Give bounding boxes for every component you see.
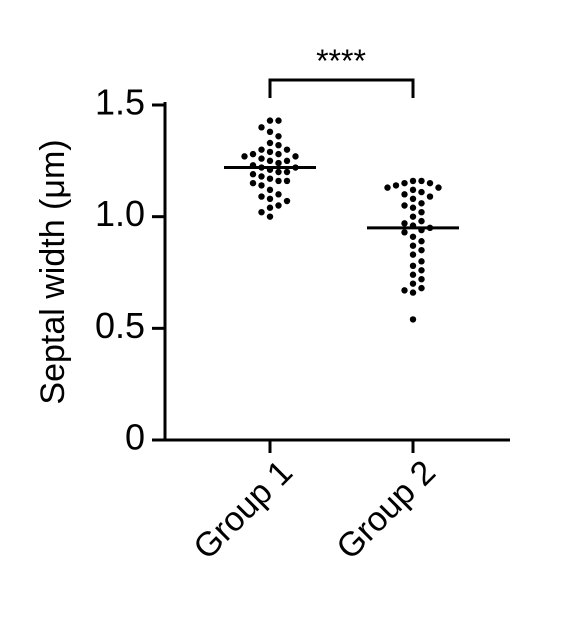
data-point [258,146,265,153]
data-point [275,159,282,167]
data-point [266,175,274,182]
data-point [258,182,265,189]
data-point [266,117,274,124]
data-point [409,195,417,202]
data-point [275,117,282,124]
data-point [258,173,265,180]
data-point [392,182,400,189]
data-point [401,202,408,209]
data-point [418,258,425,265]
data-point [283,197,291,205]
data-point [266,213,274,220]
data-point [409,280,417,287]
data-point [435,184,442,191]
data-point [266,157,274,165]
data-point [401,229,408,236]
data-point [275,191,282,198]
data-point [401,220,408,227]
data-point [258,209,265,216]
data-point [249,179,257,187]
data-point [275,177,282,185]
significance-label: **** [316,43,366,79]
data-point [292,153,299,160]
data-point [409,204,417,211]
data-point [409,242,417,249]
significance-bracket [268,78,415,98]
data-point [418,276,425,283]
data-point [249,171,257,178]
data-point [418,209,425,216]
data-point [266,195,274,202]
data-point [418,284,425,292]
data-point [409,262,417,269]
data-point [266,186,274,194]
data-point [409,251,417,258]
data-point [418,238,425,245]
data-point [266,204,274,211]
data-point [418,188,425,196]
data-point [409,186,417,194]
data-point [409,289,417,296]
data-point [426,179,434,187]
data-point [401,191,408,198]
y-tick-label: 1.5 [95,82,145,123]
data-point [418,267,425,274]
x-tick-label: Group 1 [186,453,300,567]
data-point [283,168,291,176]
y-tick-label: 1.0 [95,193,145,234]
data-point [283,146,291,153]
data-point [258,124,265,131]
data-point [275,202,282,209]
data-point [409,233,417,240]
data-point [426,193,434,200]
data-point [258,155,265,162]
data-point [418,217,425,225]
data-point [401,287,408,294]
data-point [258,193,265,200]
data-point [275,150,282,158]
y-tick-label: 0 [125,417,145,458]
data-point [409,213,417,220]
data-point [409,271,417,278]
y-tick-label: 0.5 [95,305,145,346]
data-point [418,177,425,185]
data-point [283,157,291,165]
y-axis-label: Septal width (μm) [34,139,72,404]
data-point [266,139,274,147]
data-point [249,150,257,158]
data-point [418,200,425,207]
data-point [418,246,425,254]
data-point [266,148,274,156]
data-point [401,179,408,187]
data-point [275,133,282,140]
data-point [409,177,417,185]
data-point [241,153,248,160]
data-point [275,142,282,149]
data-point [266,128,274,135]
x-tick-label: Group 2 [329,453,443,567]
data-point [409,316,417,323]
data-point [384,184,391,191]
data-point [275,168,282,176]
data-point [283,177,291,185]
